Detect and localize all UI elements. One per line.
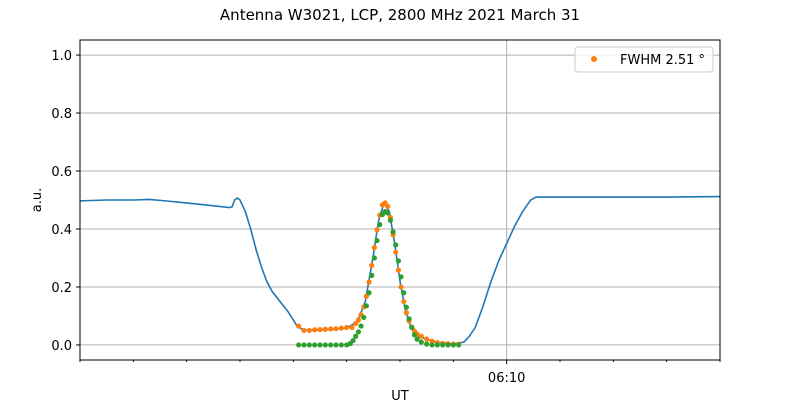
data-point-baseline-subtracted (353, 333, 359, 339)
data-point-baseline-subtracted (440, 342, 446, 348)
data-point-fit (333, 326, 339, 332)
data-point-fit (385, 203, 391, 209)
grid (80, 40, 720, 360)
data-point-baseline-subtracted (350, 337, 356, 344)
data-point-baseline-subtracted (328, 342, 334, 348)
data-point-baseline-subtracted (358, 323, 364, 329)
data-point-baseline-subtracted (317, 342, 323, 348)
data-point-baseline-subtracted (355, 329, 361, 335)
legend-box (574, 46, 714, 73)
data-point-fit (424, 336, 430, 342)
data-point-fit (338, 325, 344, 331)
y-tick-label: 0.8 (51, 107, 72, 122)
data-point-baseline-subtracted (377, 222, 383, 228)
data-point-baseline-subtracted (401, 290, 407, 296)
data-point-fit (418, 333, 424, 339)
y-axis-label: a.u. (30, 188, 45, 212)
y-tick-label: 0.0 (51, 339, 72, 354)
data-point-fit (344, 324, 350, 331)
chart-title: Antenna W3021, LCP, 2800 MHz 2021 March … (220, 6, 580, 24)
data-point-baseline-subtracted (387, 217, 393, 223)
data-point-fit (355, 317, 361, 323)
data-point-fit (349, 324, 355, 331)
data-point-baseline-subtracted (366, 290, 372, 296)
data-point-baseline-subtracted (434, 342, 440, 348)
data-point-fit (301, 327, 307, 334)
y-tick-label: 0.4 (51, 223, 72, 238)
data-point-baseline-subtracted (395, 258, 401, 264)
data-point-baseline-subtracted (363, 303, 369, 309)
data-point-fit (401, 298, 407, 305)
x-axis-label: UT (391, 389, 409, 400)
data-point-baseline-subtracted (369, 272, 375, 278)
data-point-baseline-subtracted (398, 274, 404, 280)
data-point-baseline-subtracted (333, 342, 339, 348)
data-point-fit (398, 284, 404, 290)
data-point-baseline-subtracted (361, 314, 367, 320)
data-point-baseline-subtracted (414, 336, 420, 342)
data-point-baseline-subtracted (390, 229, 396, 235)
series-line-data (79, 195, 721, 345)
data-point-baseline-subtracted (411, 332, 417, 338)
legend: FWHM 2.51 ° (574, 46, 714, 73)
x-tick-label: 06:10 (488, 371, 525, 386)
data-point-baseline-subtracted (306, 342, 312, 348)
legend-marker-fit (591, 56, 597, 62)
data-point-fit (403, 310, 409, 316)
data-point-fit (306, 327, 312, 334)
data-point-baseline-subtracted (296, 342, 302, 348)
data-point-baseline-subtracted (403, 304, 409, 310)
axes-frame (79, 39, 721, 361)
data-point-baseline-subtracted (322, 342, 328, 348)
y-tick-label: 0.6 (51, 165, 72, 180)
data-point-baseline-subtracted (301, 342, 307, 348)
data-point-baseline-subtracted (312, 342, 318, 348)
plot-area (79, 195, 721, 348)
axis-ticks: 0.0 0.2 0.4 0.6 0.8 1.0 06:10 (51, 49, 721, 386)
data-point-fit (328, 326, 334, 332)
data-point-baseline-subtracted (338, 342, 344, 348)
data-point-baseline-subtracted (450, 342, 456, 348)
data-point-fit (296, 323, 302, 329)
data-point-baseline-subtracted (374, 237, 380, 244)
data-point-baseline-subtracted (456, 342, 462, 348)
data-point-fit (393, 249, 399, 255)
data-point-fit (395, 267, 401, 273)
data-point-baseline-subtracted (371, 255, 377, 261)
data-point-fit (312, 327, 318, 333)
data-point-fit (322, 326, 328, 332)
data-point-baseline-subtracted (406, 316, 412, 322)
data-point-baseline-subtracted (418, 339, 424, 345)
data-point-fit (366, 279, 372, 285)
data-point-fit (429, 338, 435, 344)
data-point-baseline-subtracted (393, 242, 399, 248)
data-point-baseline-subtracted (429, 342, 435, 348)
data-point-baseline-subtracted (385, 210, 391, 216)
data-point-fit (371, 244, 377, 251)
data-point-baseline-subtracted (409, 324, 415, 331)
legend-label-fit: FWHM 2.51 ° (620, 53, 705, 68)
data-point-fit (369, 262, 375, 269)
y-tick-label: 1.0 (51, 49, 72, 64)
y-tick-label: 0.2 (51, 281, 72, 296)
data-point-fit (317, 326, 323, 333)
data-point-baseline-subtracted (424, 341, 430, 347)
data-point-baseline-subtracted (445, 342, 451, 348)
data-point-fit (374, 227, 380, 233)
